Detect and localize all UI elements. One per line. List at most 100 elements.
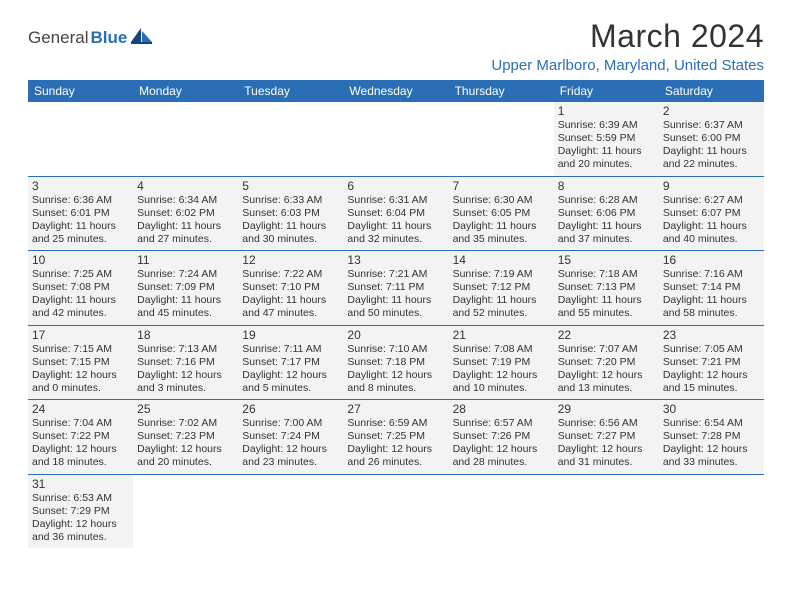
calendar-day-cell: 17Sunrise: 7:15 AMSunset: 7:15 PMDayligh… (28, 325, 133, 400)
calendar-empty-cell (28, 102, 133, 176)
day-number: 23 (663, 328, 760, 342)
day-number: 14 (453, 253, 550, 267)
calendar-day-cell: 29Sunrise: 6:56 AMSunset: 7:27 PMDayligh… (554, 400, 659, 475)
day-info: Sunrise: 6:27 AMSunset: 6:07 PMDaylight:… (663, 194, 760, 247)
calendar-day-cell: 28Sunrise: 6:57 AMSunset: 7:26 PMDayligh… (449, 400, 554, 475)
day-number: 8 (558, 179, 655, 193)
calendar-week-row: 17Sunrise: 7:15 AMSunset: 7:15 PMDayligh… (28, 325, 764, 400)
weekday-header: Thursday (449, 80, 554, 102)
weekday-header: Saturday (659, 80, 764, 102)
calendar-day-cell: 15Sunrise: 7:18 AMSunset: 7:13 PMDayligh… (554, 251, 659, 326)
calendar-day-cell: 27Sunrise: 6:59 AMSunset: 7:25 PMDayligh… (343, 400, 448, 475)
day-number: 29 (558, 402, 655, 416)
day-number: 21 (453, 328, 550, 342)
calendar-empty-cell (343, 474, 448, 548)
calendar-table: SundayMondayTuesdayWednesdayThursdayFrid… (28, 80, 764, 548)
calendar-week-row: 31Sunrise: 6:53 AMSunset: 7:29 PMDayligh… (28, 474, 764, 548)
day-info: Sunrise: 6:28 AMSunset: 6:06 PMDaylight:… (558, 194, 655, 247)
calendar-day-cell: 5Sunrise: 6:33 AMSunset: 6:03 PMDaylight… (238, 176, 343, 251)
weekday-header: Monday (133, 80, 238, 102)
calendar-day-cell: 8Sunrise: 6:28 AMSunset: 6:06 PMDaylight… (554, 176, 659, 251)
day-number: 28 (453, 402, 550, 416)
day-number: 31 (32, 477, 129, 491)
calendar-day-cell: 24Sunrise: 7:04 AMSunset: 7:22 PMDayligh… (28, 400, 133, 475)
calendar-empty-cell (659, 474, 764, 548)
day-info: Sunrise: 6:59 AMSunset: 7:25 PMDaylight:… (347, 417, 444, 470)
day-info: Sunrise: 7:13 AMSunset: 7:16 PMDaylight:… (137, 343, 234, 396)
calendar-day-cell: 26Sunrise: 7:00 AMSunset: 7:24 PMDayligh… (238, 400, 343, 475)
calendar-day-cell: 9Sunrise: 6:27 AMSunset: 6:07 PMDaylight… (659, 176, 764, 251)
day-number: 9 (663, 179, 760, 193)
calendar-day-cell: 2Sunrise: 6:37 AMSunset: 6:00 PMDaylight… (659, 102, 764, 176)
day-number: 22 (558, 328, 655, 342)
day-number: 3 (32, 179, 129, 193)
day-number: 20 (347, 328, 444, 342)
calendar-day-cell: 23Sunrise: 7:05 AMSunset: 7:21 PMDayligh… (659, 325, 764, 400)
calendar-day-cell: 11Sunrise: 7:24 AMSunset: 7:09 PMDayligh… (133, 251, 238, 326)
day-number: 30 (663, 402, 760, 416)
day-number: 11 (137, 253, 234, 267)
day-number: 25 (137, 402, 234, 416)
day-info: Sunrise: 7:05 AMSunset: 7:21 PMDaylight:… (663, 343, 760, 396)
day-info: Sunrise: 6:31 AMSunset: 6:04 PMDaylight:… (347, 194, 444, 247)
calendar-empty-cell (449, 102, 554, 176)
calendar-day-cell: 13Sunrise: 7:21 AMSunset: 7:11 PMDayligh… (343, 251, 448, 326)
day-info: Sunrise: 7:02 AMSunset: 7:23 PMDaylight:… (137, 417, 234, 470)
day-number: 2 (663, 104, 760, 118)
day-info: Sunrise: 7:18 AMSunset: 7:13 PMDaylight:… (558, 268, 655, 321)
calendar-empty-cell (554, 474, 659, 548)
logo-sail-icon (131, 26, 153, 49)
day-info: Sunrise: 7:21 AMSunset: 7:11 PMDaylight:… (347, 268, 444, 321)
day-number: 7 (453, 179, 550, 193)
day-info: Sunrise: 7:08 AMSunset: 7:19 PMDaylight:… (453, 343, 550, 396)
calendar-day-cell: 6Sunrise: 6:31 AMSunset: 6:04 PMDaylight… (343, 176, 448, 251)
day-number: 17 (32, 328, 129, 342)
day-info: Sunrise: 6:53 AMSunset: 7:29 PMDaylight:… (32, 492, 129, 545)
weekday-header: Tuesday (238, 80, 343, 102)
day-number: 10 (32, 253, 129, 267)
day-info: Sunrise: 7:00 AMSunset: 7:24 PMDaylight:… (242, 417, 339, 470)
logo-text-1: General (28, 28, 88, 48)
calendar-week-row: 3Sunrise: 6:36 AMSunset: 6:01 PMDaylight… (28, 176, 764, 251)
calendar-week-row: 1Sunrise: 6:39 AMSunset: 5:59 PMDaylight… (28, 102, 764, 176)
calendar-day-cell: 19Sunrise: 7:11 AMSunset: 7:17 PMDayligh… (238, 325, 343, 400)
weekday-header-row: SundayMondayTuesdayWednesdayThursdayFrid… (28, 80, 764, 102)
calendar-empty-cell (133, 474, 238, 548)
day-number: 27 (347, 402, 444, 416)
day-info: Sunrise: 6:36 AMSunset: 6:01 PMDaylight:… (32, 194, 129, 247)
day-number: 19 (242, 328, 339, 342)
calendar-empty-cell (238, 102, 343, 176)
calendar-day-cell: 20Sunrise: 7:10 AMSunset: 7:18 PMDayligh… (343, 325, 448, 400)
title-block: March 2024 Upper Marlboro, Maryland, Uni… (491, 18, 764, 74)
calendar-day-cell: 14Sunrise: 7:19 AMSunset: 7:12 PMDayligh… (449, 251, 554, 326)
day-number: 5 (242, 179, 339, 193)
logo: GeneralBlue (28, 18, 153, 49)
calendar-day-cell: 12Sunrise: 7:22 AMSunset: 7:10 PMDayligh… (238, 251, 343, 326)
calendar-day-cell: 25Sunrise: 7:02 AMSunset: 7:23 PMDayligh… (133, 400, 238, 475)
day-info: Sunrise: 6:34 AMSunset: 6:02 PMDaylight:… (137, 194, 234, 247)
weekday-header: Sunday (28, 80, 133, 102)
logo-text-2: Blue (90, 28, 127, 48)
calendar-day-cell: 30Sunrise: 6:54 AMSunset: 7:28 PMDayligh… (659, 400, 764, 475)
calendar-day-cell: 1Sunrise: 6:39 AMSunset: 5:59 PMDaylight… (554, 102, 659, 176)
day-info: Sunrise: 6:30 AMSunset: 6:05 PMDaylight:… (453, 194, 550, 247)
day-info: Sunrise: 7:11 AMSunset: 7:17 PMDaylight:… (242, 343, 339, 396)
day-number: 13 (347, 253, 444, 267)
day-info: Sunrise: 6:57 AMSunset: 7:26 PMDaylight:… (453, 417, 550, 470)
calendar-day-cell: 16Sunrise: 7:16 AMSunset: 7:14 PMDayligh… (659, 251, 764, 326)
day-number: 26 (242, 402, 339, 416)
calendar-empty-cell (238, 474, 343, 548)
month-title: March 2024 (491, 18, 764, 55)
day-info: Sunrise: 6:33 AMSunset: 6:03 PMDaylight:… (242, 194, 339, 247)
day-info: Sunrise: 7:04 AMSunset: 7:22 PMDaylight:… (32, 417, 129, 470)
day-number: 6 (347, 179, 444, 193)
location-text: Upper Marlboro, Maryland, United States (491, 57, 764, 74)
day-info: Sunrise: 6:56 AMSunset: 7:27 PMDaylight:… (558, 417, 655, 470)
day-info: Sunrise: 6:39 AMSunset: 5:59 PMDaylight:… (558, 119, 655, 172)
calendar-empty-cell (343, 102, 448, 176)
calendar-day-cell: 31Sunrise: 6:53 AMSunset: 7:29 PMDayligh… (28, 474, 133, 548)
day-info: Sunrise: 6:54 AMSunset: 7:28 PMDaylight:… (663, 417, 760, 470)
day-number: 4 (137, 179, 234, 193)
calendar-day-cell: 22Sunrise: 7:07 AMSunset: 7:20 PMDayligh… (554, 325, 659, 400)
day-info: Sunrise: 7:15 AMSunset: 7:15 PMDaylight:… (32, 343, 129, 396)
